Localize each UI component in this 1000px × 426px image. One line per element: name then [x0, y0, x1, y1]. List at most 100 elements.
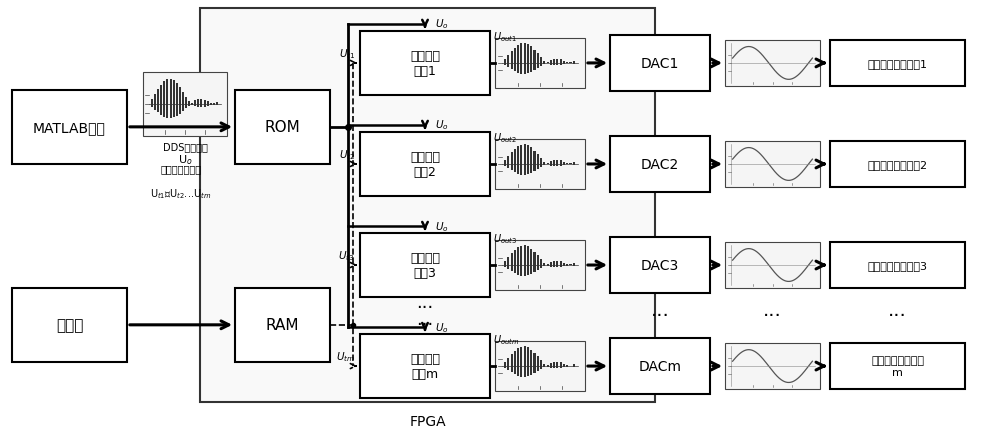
Text: DAC2: DAC2 [641, 158, 679, 172]
FancyBboxPatch shape [830, 41, 965, 86]
FancyBboxPatch shape [514, 265, 516, 274]
FancyBboxPatch shape [511, 52, 513, 64]
FancyBboxPatch shape [553, 261, 555, 265]
FancyBboxPatch shape [520, 347, 522, 366]
FancyBboxPatch shape [563, 263, 565, 265]
FancyBboxPatch shape [507, 265, 509, 270]
FancyBboxPatch shape [207, 102, 209, 105]
FancyBboxPatch shape [537, 265, 539, 271]
FancyBboxPatch shape [550, 164, 552, 166]
FancyBboxPatch shape [524, 64, 526, 75]
FancyBboxPatch shape [524, 366, 526, 377]
Text: FPGA: FPGA [409, 414, 446, 426]
FancyBboxPatch shape [176, 83, 178, 105]
Text: ···: ··· [651, 306, 669, 325]
FancyBboxPatch shape [527, 247, 529, 265]
FancyBboxPatch shape [511, 64, 513, 70]
FancyBboxPatch shape [610, 338, 710, 394]
FancyBboxPatch shape [553, 362, 555, 366]
Text: DACm: DACm [639, 359, 682, 373]
FancyBboxPatch shape [543, 64, 545, 65]
FancyBboxPatch shape [556, 164, 558, 167]
FancyBboxPatch shape [540, 159, 542, 164]
FancyBboxPatch shape [543, 364, 545, 366]
FancyBboxPatch shape [533, 64, 536, 71]
FancyBboxPatch shape [610, 36, 710, 92]
FancyBboxPatch shape [560, 262, 562, 265]
FancyBboxPatch shape [725, 344, 820, 389]
Text: 电控二分之一波片
m: 电控二分之一波片 m [871, 355, 924, 377]
FancyBboxPatch shape [573, 366, 575, 367]
FancyBboxPatch shape [830, 243, 965, 288]
FancyBboxPatch shape [235, 90, 330, 164]
FancyBboxPatch shape [560, 64, 562, 66]
FancyBboxPatch shape [537, 357, 539, 366]
FancyBboxPatch shape [504, 161, 506, 164]
FancyBboxPatch shape [216, 105, 218, 106]
FancyBboxPatch shape [573, 163, 575, 164]
FancyBboxPatch shape [563, 61, 565, 64]
FancyBboxPatch shape [540, 58, 542, 64]
Text: ···: ··· [763, 306, 782, 325]
FancyBboxPatch shape [550, 363, 552, 366]
FancyBboxPatch shape [524, 265, 526, 276]
FancyBboxPatch shape [170, 80, 172, 105]
FancyBboxPatch shape [520, 246, 522, 265]
FancyBboxPatch shape [514, 250, 516, 265]
FancyBboxPatch shape [524, 246, 526, 265]
FancyBboxPatch shape [200, 99, 202, 105]
FancyBboxPatch shape [527, 45, 529, 64]
FancyBboxPatch shape [511, 164, 513, 171]
FancyBboxPatch shape [360, 32, 490, 96]
FancyBboxPatch shape [540, 64, 542, 67]
FancyBboxPatch shape [507, 366, 509, 371]
FancyBboxPatch shape [517, 348, 519, 366]
FancyBboxPatch shape [533, 353, 536, 366]
FancyBboxPatch shape [527, 348, 529, 366]
FancyBboxPatch shape [360, 334, 490, 398]
FancyBboxPatch shape [547, 63, 549, 64]
FancyBboxPatch shape [524, 44, 526, 64]
FancyBboxPatch shape [563, 364, 565, 366]
FancyBboxPatch shape [547, 366, 549, 367]
FancyBboxPatch shape [563, 265, 565, 267]
Text: U$_o$: U$_o$ [178, 153, 192, 166]
FancyBboxPatch shape [504, 60, 506, 64]
FancyBboxPatch shape [533, 51, 536, 64]
FancyBboxPatch shape [524, 145, 526, 164]
FancyBboxPatch shape [537, 64, 539, 69]
FancyBboxPatch shape [573, 64, 575, 65]
Text: 电控二分之一波片3: 电控二分之一波片3 [868, 260, 928, 271]
Text: $U_o$: $U_o$ [435, 219, 449, 233]
FancyBboxPatch shape [543, 164, 545, 166]
FancyBboxPatch shape [495, 140, 585, 189]
FancyBboxPatch shape [511, 354, 513, 366]
FancyBboxPatch shape [725, 142, 820, 187]
FancyBboxPatch shape [520, 366, 522, 377]
FancyBboxPatch shape [511, 366, 513, 373]
Text: $U_{t3}$: $U_{t3}$ [338, 248, 355, 262]
FancyBboxPatch shape [517, 164, 519, 174]
FancyBboxPatch shape [188, 102, 190, 105]
FancyBboxPatch shape [194, 101, 196, 105]
FancyBboxPatch shape [563, 64, 565, 65]
FancyBboxPatch shape [530, 265, 532, 274]
Text: RAM: RAM [266, 317, 299, 333]
FancyBboxPatch shape [556, 160, 558, 164]
FancyBboxPatch shape [151, 105, 153, 108]
FancyBboxPatch shape [566, 366, 568, 367]
FancyBboxPatch shape [160, 105, 162, 115]
Text: $U_{outm}$: $U_{outm}$ [493, 333, 519, 346]
Text: MATLAB采样: MATLAB采样 [33, 121, 106, 135]
FancyBboxPatch shape [12, 288, 127, 362]
FancyBboxPatch shape [514, 351, 516, 366]
FancyBboxPatch shape [191, 105, 193, 106]
FancyBboxPatch shape [533, 151, 536, 164]
FancyBboxPatch shape [540, 260, 542, 265]
FancyBboxPatch shape [550, 64, 552, 66]
FancyBboxPatch shape [204, 100, 206, 105]
FancyBboxPatch shape [530, 47, 532, 64]
FancyBboxPatch shape [210, 104, 212, 105]
FancyBboxPatch shape [207, 105, 209, 106]
FancyBboxPatch shape [556, 261, 558, 265]
